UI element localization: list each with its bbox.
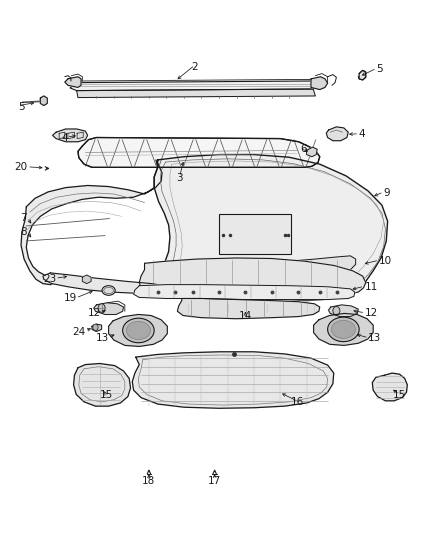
- Polygon shape: [154, 155, 388, 301]
- Polygon shape: [92, 324, 102, 332]
- Text: 18: 18: [142, 476, 155, 486]
- Ellipse shape: [127, 321, 151, 340]
- Text: 7: 7: [21, 213, 27, 223]
- Polygon shape: [132, 352, 334, 408]
- Text: 2: 2: [191, 62, 198, 71]
- Circle shape: [333, 306, 340, 315]
- Polygon shape: [372, 373, 407, 401]
- Text: 16: 16: [291, 398, 304, 407]
- Circle shape: [93, 324, 98, 330]
- Polygon shape: [139, 258, 366, 296]
- Text: 12: 12: [364, 309, 378, 318]
- Text: 13: 13: [368, 334, 381, 343]
- Text: 13: 13: [95, 333, 109, 343]
- Polygon shape: [134, 285, 355, 300]
- Polygon shape: [78, 138, 320, 167]
- Polygon shape: [94, 303, 124, 314]
- Ellipse shape: [123, 318, 154, 343]
- Polygon shape: [70, 81, 320, 91]
- Polygon shape: [359, 70, 366, 80]
- Text: 5: 5: [377, 64, 383, 74]
- Text: 12: 12: [88, 309, 101, 318]
- Ellipse shape: [102, 286, 115, 295]
- Polygon shape: [82, 275, 91, 284]
- Ellipse shape: [104, 287, 113, 294]
- Text: 4: 4: [358, 130, 365, 139]
- Text: 14: 14: [239, 311, 252, 321]
- Text: 20: 20: [14, 163, 27, 172]
- Polygon shape: [183, 256, 356, 280]
- Text: 19: 19: [64, 294, 77, 303]
- Text: 11: 11: [364, 282, 378, 292]
- Polygon shape: [314, 313, 373, 345]
- Polygon shape: [21, 160, 162, 285]
- Polygon shape: [177, 298, 320, 319]
- Polygon shape: [77, 89, 315, 98]
- Polygon shape: [65, 77, 81, 87]
- Polygon shape: [311, 77, 328, 90]
- Text: 9: 9: [383, 188, 390, 198]
- Polygon shape: [326, 127, 348, 141]
- Circle shape: [98, 304, 105, 312]
- Text: 15: 15: [99, 391, 113, 400]
- Text: 8: 8: [21, 228, 27, 237]
- Text: 15: 15: [393, 391, 406, 400]
- Polygon shape: [328, 305, 358, 317]
- Text: 5: 5: [18, 102, 25, 111]
- Text: 3: 3: [176, 173, 183, 183]
- Bar: [219, 214, 291, 254]
- Ellipse shape: [328, 317, 359, 342]
- Ellipse shape: [331, 320, 356, 338]
- Polygon shape: [307, 147, 317, 157]
- Polygon shape: [43, 273, 164, 293]
- Text: 6: 6: [300, 144, 307, 154]
- Text: 10: 10: [379, 256, 392, 266]
- Polygon shape: [109, 314, 167, 346]
- Polygon shape: [53, 129, 88, 142]
- Text: 17: 17: [208, 476, 221, 486]
- Text: 23: 23: [43, 274, 56, 284]
- Text: 24: 24: [73, 327, 86, 336]
- Text: 4: 4: [61, 133, 68, 142]
- Polygon shape: [74, 364, 131, 406]
- Polygon shape: [40, 96, 47, 106]
